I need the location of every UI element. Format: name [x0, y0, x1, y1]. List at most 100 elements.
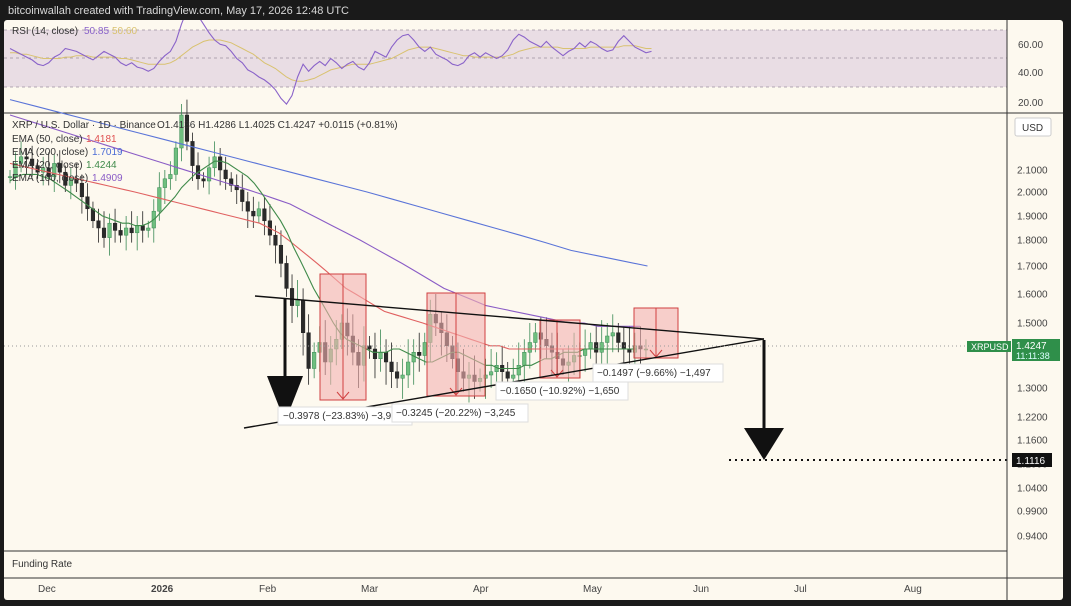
- date-axis-label: Dec: [38, 584, 56, 595]
- measure-boxes[interactable]: [319, 273, 679, 401]
- candle: [96, 220, 101, 229]
- date-axis-label: 2026: [151, 584, 174, 595]
- candle: [140, 225, 145, 231]
- svg-text:−0.1497 (−9.66%) −1,497: −0.1497 (−9.66%) −1,497: [597, 368, 711, 379]
- candle: [389, 361, 394, 372]
- measure-label-2: −0.3245 (−20.22%) −3,245: [391, 403, 529, 423]
- funding-rate-label: Funding Rate: [12, 559, 72, 570]
- ema200-label: EMA (200, close): [12, 147, 88, 158]
- candle: [24, 156, 29, 160]
- rsi-ma-line: [10, 39, 652, 82]
- rsi-ma-value: 50.60: [112, 26, 137, 37]
- candle: [295, 299, 300, 306]
- candle: [129, 227, 134, 234]
- candle: [229, 178, 234, 186]
- candle: [616, 332, 621, 343]
- candle: [218, 156, 223, 171]
- candle: [289, 288, 295, 306]
- candle: [400, 374, 405, 379]
- date-axis-label: May: [583, 584, 602, 595]
- candle: [245, 201, 250, 212]
- header-attribution: bitcoinwallah created with TradingView.c…: [8, 5, 349, 17]
- price-axis-label: 1.8000: [1017, 236, 1048, 247]
- measure-label-4: −0.1497 (−9.66%) −1,497: [592, 363, 724, 383]
- ohlc-values: O1.4136 H1.4286 L1.4025 C1.4247 +0.0115 …: [157, 120, 398, 131]
- candle: [13, 163, 18, 177]
- candle: [262, 208, 267, 222]
- ema20-label: EMA (20, close): [12, 160, 83, 171]
- candle: [124, 227, 129, 236]
- candle: [146, 227, 151, 231]
- candle: [207, 167, 212, 182]
- price-axis-label: 2.0000: [1017, 188, 1048, 199]
- candle: [157, 187, 162, 212]
- chart-frame[interactable]: RSI (14, close) 50.85 50.60 60.00 40.00 …: [4, 20, 1063, 600]
- ema20-value: 1.4244: [86, 160, 117, 171]
- svg-text:−0.3245 (−20.22%) −3,245: −0.3245 (−20.22%) −3,245: [396, 408, 516, 419]
- candle: [63, 171, 68, 186]
- ema100-value: 1.4909: [92, 173, 123, 184]
- price-axis-label: 1.1600: [1017, 436, 1048, 447]
- ema200-value: 1.7019: [92, 147, 123, 158]
- tradingview-chart[interactable]: RSI (14, close) 50.85 50.60 60.00 40.00 …: [4, 20, 1063, 600]
- candle: [505, 371, 510, 379]
- candle: [522, 352, 527, 366]
- ema100-label: EMA (100, close): [12, 173, 88, 184]
- candle: [223, 169, 228, 180]
- candle: [610, 332, 615, 337]
- candle: [113, 222, 118, 231]
- candle: [234, 185, 239, 191]
- date-axis-label: Aug: [904, 584, 922, 595]
- measure-label-3: −0.1650 (−10.92%) −1,650: [495, 381, 629, 401]
- currency-button[interactable]: USD: [1014, 117, 1052, 137]
- svg-text:−0.3978 (−23.83%) −3,978: −0.3978 (−23.83%) −3,978: [283, 411, 403, 422]
- symbol-title: XRP / U.S. Dollar · 1D · Binance: [12, 120, 156, 131]
- candle: [417, 352, 422, 356]
- breakdown-arrow-left: [267, 298, 303, 422]
- svg-text:USD: USD: [1022, 123, 1043, 134]
- date-axis[interactable]: Dec 2026 Feb Mar Apr May Jun Jul Aug: [38, 584, 922, 595]
- xrpusd-tag: XRPUSD 1.4247 11:11:38: [967, 339, 1060, 361]
- price-axis-label: 1.5000: [1017, 319, 1048, 330]
- price-axis-label: 1.9000: [1017, 212, 1048, 223]
- candle: [179, 114, 184, 149]
- candle: [372, 348, 378, 359]
- svg-text:1.1116: 1.1116: [1016, 456, 1046, 467]
- price-axis-label: 1.6000: [1017, 290, 1048, 301]
- rsi-axis-60: 60.00: [1018, 40, 1043, 51]
- candle: [79, 182, 84, 198]
- candle: [173, 147, 178, 175]
- triangle-upper-line[interactable]: [254, 295, 765, 340]
- svg-text:−0.1650 (−10.92%) −1,650: −0.1650 (−10.92%) −1,650: [500, 386, 620, 397]
- candle: [19, 156, 24, 164]
- rsi-band: [4, 30, 1007, 87]
- price-axis-label: 1.7000: [1017, 262, 1048, 273]
- svg-text:11:11:38: 11:11:38: [1016, 351, 1050, 361]
- rsi-line: [9, 20, 652, 105]
- candle: [278, 244, 284, 264]
- ema50-label: EMA (50, close): [12, 134, 83, 145]
- candle: [68, 178, 73, 186]
- candle: [190, 141, 195, 166]
- candle: [168, 174, 173, 180]
- svg-text:XRPUSD: XRPUSD: [971, 342, 1009, 352]
- candle: [527, 342, 532, 353]
- rsi-axis-20: 20.00: [1018, 98, 1043, 109]
- candle: [135, 225, 140, 234]
- candle: [273, 234, 278, 246]
- candle: [594, 342, 599, 353]
- candle: [367, 345, 372, 350]
- date-axis-label: Apr: [473, 584, 489, 595]
- date-axis-label: Feb: [259, 584, 277, 595]
- ema200-line: [9, 99, 648, 267]
- svg-text:1.4247: 1.4247: [1016, 341, 1047, 352]
- price-legend: XRP / U.S. Dollar · 1D · Binance O1.4136…: [12, 120, 398, 184]
- ema50-line: [9, 162, 634, 350]
- candle: [406, 361, 411, 376]
- target-price-tag: 1.1116: [1012, 453, 1052, 467]
- candle: [306, 332, 311, 369]
- date-axis-label: Jul: [794, 584, 807, 595]
- candle: [395, 371, 400, 379]
- price-axis-label: 1.3000: [1017, 384, 1048, 395]
- candle: [489, 371, 494, 376]
